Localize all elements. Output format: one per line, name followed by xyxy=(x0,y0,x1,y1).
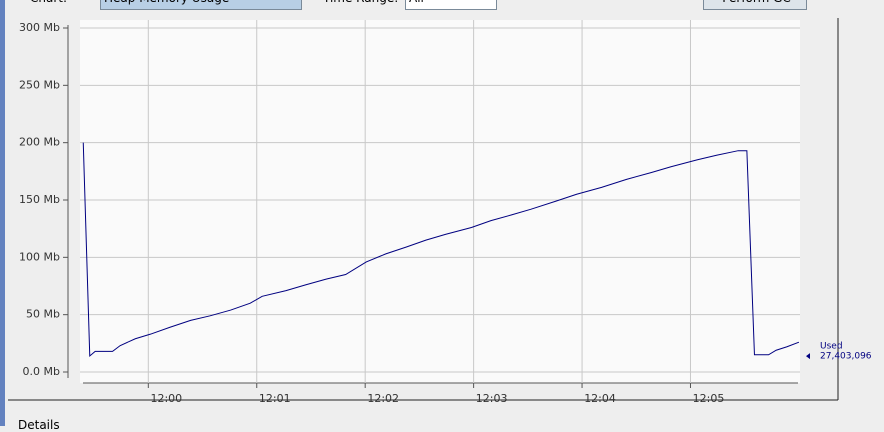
current-value: 27,403,096 xyxy=(820,352,872,362)
y-tick-label: 50 Mb xyxy=(26,308,60,321)
legend-marker xyxy=(806,353,810,360)
y-tick-label: 250 Mb xyxy=(19,78,60,91)
y-tick-label: 300 Mb xyxy=(19,21,60,34)
legend-label: Used xyxy=(820,342,843,352)
y-tick-label: 0.0 Mb xyxy=(23,365,60,378)
x-tick-label: 12:04 xyxy=(584,392,616,405)
side-bar xyxy=(0,0,5,426)
y-tick-label: 150 Mb xyxy=(19,193,60,206)
line xyxy=(82,142,800,357)
x-tick-label: 12:01 xyxy=(259,392,291,405)
y-tick-label: 200 Mb xyxy=(19,136,60,149)
gc-button[interactable]: Perform GC xyxy=(703,0,807,10)
chart-label: Chart: xyxy=(30,0,67,5)
plot-area xyxy=(80,20,800,383)
y-tick-label: 100 Mb xyxy=(19,250,60,263)
x-tick-label: 12:00 xyxy=(150,392,182,405)
range-label: Time Range: xyxy=(323,0,398,5)
chart-select[interactable]: Heap Memory Usage xyxy=(100,0,302,10)
range-select[interactable]: All xyxy=(405,0,497,10)
x-tick-label: 12:03 xyxy=(476,392,508,405)
x-tick-label: 12:02 xyxy=(367,392,399,405)
x-tick-label: 12:05 xyxy=(693,392,725,405)
